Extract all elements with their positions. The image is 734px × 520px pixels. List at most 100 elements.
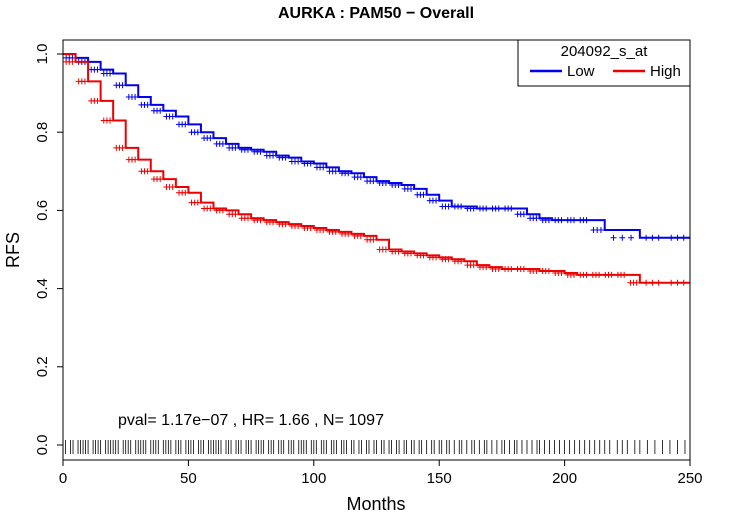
- plot-area: [63, 53, 690, 454]
- x-tick-label: 100: [301, 470, 326, 487]
- censor-mark: [470, 262, 477, 269]
- censor-mark: [370, 236, 377, 243]
- censor-mark: [232, 144, 239, 151]
- censor-mark: [332, 168, 339, 175]
- censor-mark: [119, 144, 126, 151]
- y-tick-label: 0.2: [34, 356, 51, 377]
- censor-mark: [270, 152, 277, 159]
- y-tick-label: 0.6: [34, 200, 51, 221]
- censor-mark: [668, 234, 675, 241]
- censor-mark: [643, 279, 650, 286]
- censor-mark: [107, 117, 114, 124]
- rug-marks: [65, 440, 686, 454]
- censor-mark: [649, 234, 656, 241]
- y-tick-label: 0.4: [34, 278, 51, 299]
- censor-mark: [533, 268, 540, 275]
- censor-mark: [207, 135, 214, 142]
- series-low: [63, 53, 690, 241]
- censor-mark: [244, 215, 251, 222]
- plot-frame: [62, 39, 691, 461]
- censor-mark: [169, 113, 176, 120]
- y-axis: 0.0 0.2 0.4 0.6 0.8 1.0: [34, 44, 63, 455]
- censor-mark: [332, 228, 339, 235]
- censor-mark: [508, 266, 515, 273]
- x-axis: 0 50 100 150 200 250: [59, 460, 703, 487]
- censor-mark: [382, 180, 389, 187]
- censor-mark: [674, 279, 681, 286]
- censor-mark: [621, 271, 628, 278]
- censor-mark: [320, 164, 327, 171]
- censor-mark: [571, 271, 578, 278]
- censor-mark: [680, 234, 687, 241]
- legend-label-high: High: [650, 63, 681, 80]
- censor-mark: [610, 234, 617, 241]
- censor-mark: [583, 217, 590, 224]
- censor-mark: [483, 264, 490, 271]
- censor-mark: [257, 148, 264, 155]
- censor-mark: [132, 94, 139, 101]
- legend: 204092_s_at Low High: [517, 39, 691, 87]
- x-tick-label: 250: [677, 470, 702, 487]
- censor-mark: [407, 250, 414, 257]
- censor-mark: [558, 269, 565, 276]
- legend-box: [517, 39, 691, 87]
- y-axis-label: RFS: [3, 232, 23, 268]
- censor-mark: [307, 160, 314, 167]
- censor-mark: [571, 217, 578, 224]
- series-high: [63, 53, 690, 286]
- censor-mark: [207, 205, 214, 212]
- censor-mark: [144, 101, 151, 108]
- censor-mark: [282, 221, 289, 228]
- censor-mark: [433, 197, 440, 204]
- censor-mark: [307, 224, 314, 231]
- censor-mark: [668, 279, 675, 286]
- censor-mark: [107, 70, 114, 77]
- x-tick-label: 200: [552, 470, 577, 487]
- censor-mark: [320, 226, 327, 233]
- censor-mark: [558, 217, 565, 224]
- survival-line-low: [63, 53, 690, 239]
- censor-mark: [420, 191, 427, 198]
- censor-mark: [157, 176, 164, 183]
- censor-mark: [655, 234, 662, 241]
- censor-mark: [132, 156, 139, 163]
- censor-mark: [345, 230, 352, 237]
- x-tick-label: 0: [59, 470, 67, 487]
- censor-mark: [458, 258, 465, 265]
- censor-mark: [458, 203, 465, 210]
- censor-mark: [420, 252, 427, 259]
- censor-mark: [69, 58, 76, 65]
- censor-mark: [433, 254, 440, 261]
- censor-mark: [619, 234, 626, 241]
- censor-mark: [157, 107, 164, 114]
- censor-mark: [182, 189, 189, 196]
- censor-mark: [649, 279, 656, 286]
- censor-mark: [119, 82, 126, 89]
- censor-mark: [643, 234, 650, 241]
- legend-label-low: Low: [567, 63, 595, 80]
- censor-mark: [628, 234, 635, 241]
- censor-mark: [295, 158, 302, 165]
- censor-mark: [495, 205, 502, 212]
- censor-mark: [407, 185, 414, 192]
- censor-mark: [520, 211, 527, 218]
- x-tick-label: 50: [180, 470, 197, 487]
- censor-mark: [483, 205, 490, 212]
- censor-mark: [370, 178, 377, 185]
- censor-mark: [244, 146, 251, 153]
- censor-mark: [520, 266, 527, 273]
- censor-mark: [81, 78, 88, 85]
- legend-title: 204092_s_at: [561, 43, 649, 60]
- censor-mark: [608, 271, 615, 278]
- censor-mark: [345, 170, 352, 177]
- censor-mark: [495, 266, 502, 273]
- censor-mark: [194, 129, 201, 136]
- censor-mark: [219, 207, 226, 214]
- censor-mark: [395, 181, 402, 188]
- censor-mark: [295, 223, 302, 230]
- censor-mark: [94, 97, 101, 104]
- censor-mark: [445, 203, 452, 210]
- censor-mark: [597, 226, 604, 233]
- censor-mark: [144, 168, 151, 175]
